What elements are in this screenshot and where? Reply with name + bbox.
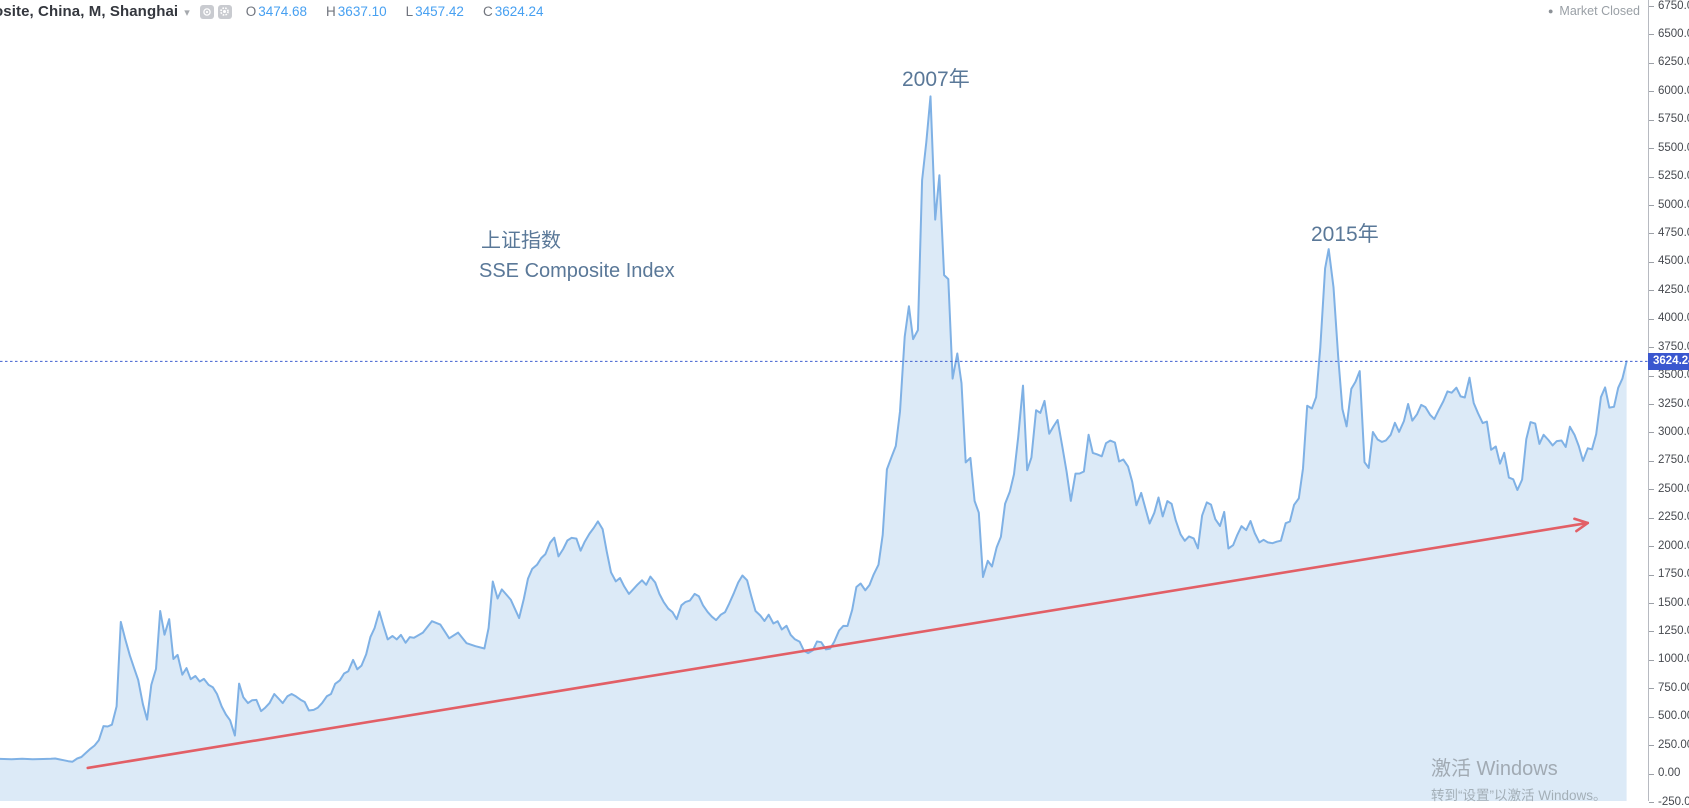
- price-axis-tick: [1649, 233, 1654, 235]
- price-axis-label: 750.00: [1658, 681, 1689, 694]
- price-axis-label: 4000.00: [1658, 312, 1689, 325]
- price-axis-tick: [1649, 460, 1654, 462]
- close-value: C 3624.24: [482, 4, 544, 19]
- price-axis-label: 6500.00: [1658, 27, 1689, 40]
- price-axis-label: 6750.00: [1658, 0, 1689, 12]
- last-price-badge: 3624.24: [1648, 352, 1689, 370]
- price-axis-label: 6000.00: [1658, 84, 1689, 97]
- watermark-line1: 激活 Windows: [1431, 758, 1558, 780]
- price-axis-tick: [1649, 148, 1654, 150]
- status-dot-icon: ●: [1547, 6, 1554, 16]
- watermark-line2: 转到“设置”以激活 Windows。: [1431, 788, 1607, 803]
- price-axis-label: 3250.00: [1658, 397, 1689, 410]
- price-axis-tick: [1649, 34, 1654, 36]
- price-axis-tick: [1649, 489, 1654, 491]
- price-axis-label: 6250.00: [1658, 56, 1689, 69]
- price-axis-label: 5750.00: [1658, 113, 1689, 126]
- price-axis-label: 5250.00: [1658, 170, 1689, 182]
- price-axis[interactable]: 6750.00 6500.00 6250.00 6000.00 5750.00 5500.…: [1648, 0, 1689, 808]
- price-axis-label: 250.00: [1658, 738, 1689, 751]
- price-axis-tick: [1649, 802, 1654, 803]
- price-axis-tick: [1649, 404, 1654, 405]
- chart-title-english: SSE Composite Index: [479, 260, 675, 282]
- symbol-button[interactable]: osite, China, M, Shanghai ▾: [0, 3, 190, 20]
- price-axis-label: 2000.00: [1658, 539, 1689, 552]
- price-axis-label: 2500.00: [1658, 482, 1689, 495]
- chart-title-chinese: 上证指数: [481, 230, 561, 252]
- trend-arrow[interactable]: [86, 517, 1590, 770]
- price-axis-label: 1000.00: [1658, 653, 1689, 666]
- high-value: H 3637.10: [326, 4, 387, 19]
- chevron-down-icon: ▾: [184, 7, 190, 19]
- price-axis-label: 3750.00: [1658, 340, 1689, 353]
- price-axis-label: 0.00: [1658, 767, 1681, 780]
- series-area-fill: [0, 96, 1627, 801]
- settings-button[interactable]: [217, 4, 232, 19]
- price-axis-tick: [1649, 205, 1654, 206]
- price-axis-tick: [1649, 261, 1654, 263]
- series-line: [0, 95, 1628, 763]
- price-axis-label: 500.00: [1658, 710, 1689, 723]
- price-axis-tick: [1649, 176, 1654, 178]
- symbol-title: osite, China, M, Shanghai: [0, 3, 179, 20]
- price-axis-tick: [1649, 631, 1654, 633]
- price-axis-label: 4250.00: [1658, 283, 1689, 296]
- price-axis-label: 2250.00: [1658, 511, 1689, 524]
- price-axis-tick: [1649, 318, 1654, 320]
- price-axis-label: 5500.00: [1658, 141, 1689, 154]
- price-axis-label: -250.00: [1658, 795, 1689, 808]
- price-axis-tick: [1649, 603, 1654, 604]
- ohlc-readout: O 3474.68 H 3637.10 L 3457.42 C 3624.24: [246, 4, 563, 19]
- price-axis-tick: [1649, 745, 1654, 747]
- price-axis-tick: [1649, 517, 1654, 519]
- open-value: O 3474.68: [245, 4, 308, 19]
- annotation-2007-peak: 2007年: [902, 68, 970, 91]
- price-axis-tick: [1649, 659, 1654, 661]
- price-axis-tick: [1649, 6, 1654, 7]
- price-axis-label: 2750.00: [1658, 454, 1689, 467]
- price-axis-tick: [1649, 290, 1654, 292]
- price-axis-label: 1250.00: [1658, 624, 1689, 637]
- gear-icon: [220, 7, 230, 16]
- price-axis-tick: [1649, 546, 1654, 548]
- price-axis-label: 4500.00: [1658, 255, 1689, 268]
- price-axis-tick: [1649, 62, 1654, 64]
- price-axis-tick: [1649, 716, 1654, 718]
- windows-activation-watermark: 激活 Windows 转到“设置”以激活 Windows。: [1431, 752, 1607, 804]
- price-axis-label: 3500.00: [1658, 369, 1689, 382]
- circle-dot-icon: [202, 7, 211, 16]
- visibility-toggle-button[interactable]: [199, 4, 214, 19]
- arrowhead-icon: [1573, 517, 1590, 533]
- price-axis-tick: [1649, 574, 1654, 576]
- market-status-label: Market Closed: [1559, 4, 1640, 18]
- price-axis-label: 1500.00: [1658, 596, 1689, 609]
- price-axis-label: 3000.00: [1658, 425, 1689, 438]
- price-axis-tick: [1649, 91, 1654, 93]
- price-axis-tick: [1649, 119, 1654, 121]
- price-axis-tick: [1649, 375, 1654, 377]
- price-axis-label: 4750.00: [1658, 226, 1689, 239]
- market-status-badge: ● Market Closed: [1548, 4, 1640, 18]
- price-axis-tick: [1649, 432, 1654, 434]
- annotation-2015-peak: 2015年: [1311, 223, 1379, 246]
- price-axis-label: 1750.00: [1658, 568, 1689, 581]
- low-value: L 3457.42: [405, 4, 464, 19]
- price-axis-label: 5000.00: [1658, 198, 1689, 211]
- price-axis-tick: [1649, 688, 1654, 690]
- price-axis-tick: [1649, 773, 1654, 775]
- chart-header: osite, China, M, Shanghai ▾ O 3474.68 H 36…: [0, 3, 563, 20]
- price-axis-tick: [1649, 347, 1654, 349]
